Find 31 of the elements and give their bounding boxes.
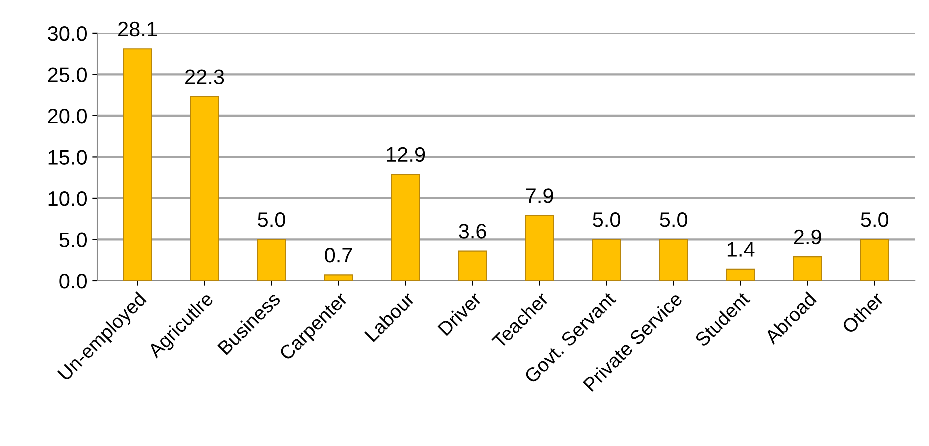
y-tick-label: 10.0 <box>48 191 88 206</box>
bar <box>123 48 152 281</box>
y-tick-label: 20.0 <box>48 108 88 124</box>
data-label: 0.7 <box>325 248 352 263</box>
bar <box>525 215 554 281</box>
data-label: 7.9 <box>526 188 554 204</box>
bar <box>793 256 822 281</box>
bar <box>659 239 688 281</box>
data-label: 5.0 <box>593 212 620 228</box>
data-label: 5.0 <box>660 212 688 228</box>
bar <box>592 239 622 281</box>
y-tick-label: 25.0 <box>48 68 88 82</box>
bar <box>391 174 420 281</box>
data-label: 22.3 <box>186 70 224 85</box>
bar <box>324 274 354 281</box>
bar <box>458 250 488 281</box>
data-label: 5.0 <box>258 212 286 228</box>
bar <box>726 268 756 281</box>
y-tick-label: 5.0 <box>60 232 88 248</box>
data-label: 5.0 <box>861 212 889 228</box>
y-tick-label: 30.0 <box>48 26 88 42</box>
data-label: 2.9 <box>794 230 822 245</box>
bar <box>257 239 286 281</box>
data-label: 28.1 <box>118 22 158 37</box>
y-tick-label: 0.0 <box>60 274 88 289</box>
bar <box>190 96 220 281</box>
data-label: 12.9 <box>387 147 426 162</box>
data-label: 3.6 <box>459 224 486 239</box>
data-label: 1.4 <box>728 242 755 257</box>
bar <box>860 239 890 281</box>
y-tick-label: 15.0 <box>48 150 88 165</box>
